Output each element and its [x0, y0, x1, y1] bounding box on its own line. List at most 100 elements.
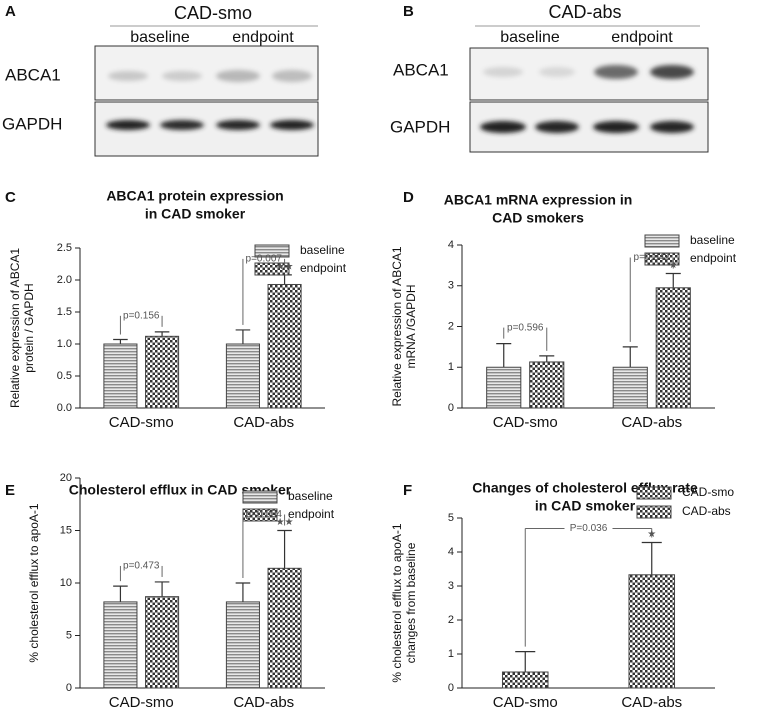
legend-swatch [242, 490, 278, 504]
panel-letter: A [5, 3, 16, 20]
bar [145, 596, 180, 689]
y-tick-label: 0.0 [57, 402, 72, 414]
significance-stars: ★★ [276, 262, 294, 273]
legend-label: endpoint [288, 507, 335, 521]
p-value: p=0.042 [634, 252, 671, 263]
y-tick-label: 10 [60, 577, 72, 589]
legend-label: CAD-smo [682, 485, 734, 499]
bar [628, 574, 676, 689]
panel-letter: C [5, 189, 16, 206]
charts: C ABCA1 protein expression in CAD smoker Re… [5, 188, 737, 710]
y-tick-label: 2 [448, 320, 454, 332]
y-tick-label: 2.5 [57, 242, 72, 254]
y-tick-label: 20 [60, 472, 72, 484]
bar [225, 601, 260, 689]
blot-row: GAPDH [2, 114, 62, 133]
y-tick-label: 15 [60, 524, 72, 536]
bar [501, 671, 549, 689]
y-tick-label: 0 [448, 402, 454, 414]
blot-b: B CAD-abs baseline endpoint ABCA1 GAPDH [390, 2, 709, 153]
panel-letter: F [403, 482, 412, 499]
error-bar [277, 529, 292, 569]
panel-letter: D [403, 189, 414, 206]
bar [655, 287, 691, 409]
error-bar [665, 272, 681, 288]
y-tick-label: 1.5 [57, 306, 72, 318]
y-tick-label: 5 [448, 512, 454, 524]
x-tick-label: CAD-abs [621, 414, 682, 431]
blot-row: ABCA1 [393, 60, 449, 79]
y-tick-label: 3 [448, 280, 454, 292]
significance-stars: ★ [669, 260, 678, 271]
chart-title: in CAD smoker [145, 206, 246, 222]
legend-swatch [254, 262, 290, 276]
y-axis-label: mRNA /GAPDH [404, 284, 418, 368]
legend-swatch [644, 252, 680, 266]
y-tick-label: 1 [448, 648, 454, 660]
bar [267, 567, 302, 689]
p-value: p=0.596 [507, 322, 544, 333]
panel-letter: E [5, 482, 15, 499]
significance-stars: ★★ [276, 517, 294, 528]
chart-title: Cholesterol efflux in CAD smoker [69, 482, 292, 498]
y-tick-label: 2.0 [57, 274, 72, 286]
error-bar [515, 651, 536, 673]
bar [145, 335, 180, 409]
y-tick-label: 0 [448, 682, 454, 694]
bands [480, 65, 694, 133]
bar [103, 601, 138, 689]
error-bar [277, 274, 292, 285]
p-value: p=0.004 [246, 509, 283, 520]
y-axis-label: Relative expression of ABCA1 [390, 246, 404, 406]
p-value: p=0.007 [246, 254, 283, 265]
blot-row: GAPDH [390, 117, 450, 136]
x-tick-label: CAD-smo [109, 694, 174, 710]
legend-swatch [636, 486, 672, 500]
bands [106, 70, 314, 130]
chart-title: in CAD smoker [535, 498, 636, 514]
p-value: p=0.473 [123, 561, 160, 572]
x-tick-label: CAD-smo [493, 694, 558, 710]
y-axis-label: changes from baseline [404, 542, 418, 663]
blot-group: endpoint [611, 29, 673, 46]
legend-label: endpoint [690, 251, 737, 265]
y-tick-label: 1 [448, 361, 454, 373]
bar [225, 343, 260, 409]
y-axis-label: Relative expression of ABCA1 [8, 248, 22, 408]
bar [529, 361, 565, 409]
error-bar [113, 585, 128, 602]
blot-row: ABCA1 [5, 65, 61, 84]
y-tick-label: 1.0 [57, 338, 72, 350]
legend-label: baseline [300, 243, 345, 257]
bar [103, 343, 138, 409]
error-bar [113, 338, 128, 344]
error-bar [622, 346, 638, 368]
blot-a: A CAD-smo baseline endpoint ABCA1 GAPDH [2, 3, 319, 157]
y-tick-label: 4 [448, 546, 454, 558]
y-axis-label: % cholesterol efflux to apoA-1 [27, 503, 41, 663]
y-tick-label: 0 [66, 682, 72, 694]
legend-swatch [644, 234, 680, 248]
y-axis-label: % cholesterol efflux to apoA-1 [390, 523, 404, 683]
x-tick-label: CAD-smo [109, 414, 174, 431]
y-tick-label: 0.5 [57, 370, 72, 382]
legend-label: baseline [288, 489, 333, 503]
error-bar [641, 541, 662, 575]
x-tick-label: CAD-smo [493, 414, 558, 431]
blot-header: CAD-abs [548, 2, 621, 22]
chart-title: CAD smokers [492, 210, 584, 226]
error-bar [235, 329, 251, 344]
legend-label: endpoint [300, 261, 347, 275]
p-value: p=0.156 [123, 310, 160, 321]
bar [267, 283, 302, 409]
blot-group: baseline [500, 29, 560, 46]
error-bar [154, 581, 170, 597]
y-tick-label: 4 [448, 239, 454, 251]
panel-letter: B [403, 3, 414, 20]
legend-label: CAD-abs [682, 504, 731, 518]
error-bar [496, 343, 512, 368]
x-tick-label: CAD-abs [233, 694, 294, 710]
y-axis-label: protein / GAPDH [22, 283, 36, 372]
blot-header: CAD-smo [174, 3, 252, 23]
